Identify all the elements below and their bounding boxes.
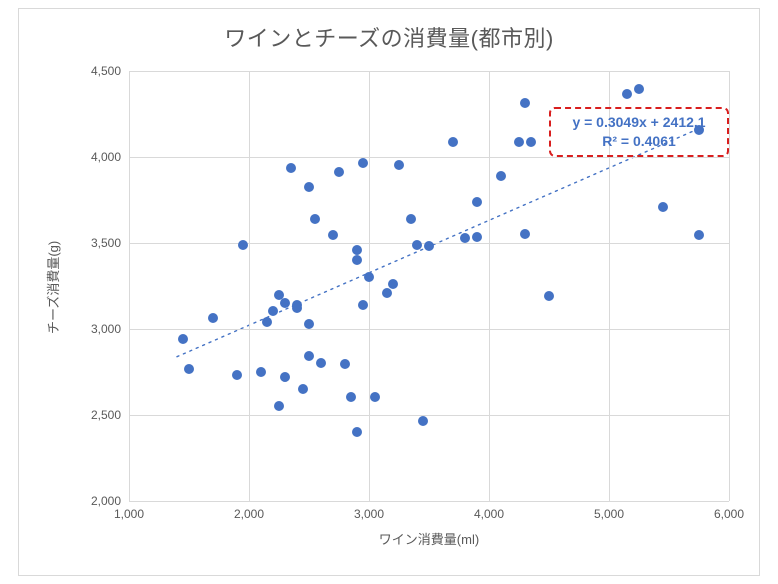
data-point [298,384,308,394]
data-point [286,163,296,173]
data-point [328,230,338,240]
gridline-vertical [369,71,370,501]
data-point [262,317,272,327]
data-point [496,171,506,181]
x-tick-label: 4,000 [459,507,519,521]
data-point [340,359,350,369]
data-point [418,416,428,426]
data-point [358,300,368,310]
x-tick-label: 2,000 [219,507,279,521]
y-tick-label: 4,000 [71,150,121,164]
equation-callout: y = 0.3049x + 2412.1 R² = 0.4061 [549,107,729,157]
data-point [304,319,314,329]
data-point [448,137,458,147]
gridline-horizontal [129,71,729,72]
y-tick-label: 4,500 [71,64,121,78]
x-tick-label: 1,000 [99,507,159,521]
data-point [292,300,302,310]
chart-container[interactable]: ワインとチーズの消費量(都市別) 2,000 2,500 3,000 3,500 4,0… [18,8,760,576]
data-point [364,272,374,282]
y-tick-label: 2,500 [71,408,121,422]
data-point [472,232,482,242]
gridline-horizontal [129,157,729,158]
gridline-horizontal [129,329,729,330]
data-point [694,230,704,240]
data-point [268,306,278,316]
data-point [520,98,530,108]
gridline-vertical [129,71,130,501]
y-tick-label: 2,000 [71,494,121,508]
data-point [424,241,434,251]
data-point [184,364,194,374]
data-point [274,401,284,411]
data-point [388,279,398,289]
data-point [304,182,314,192]
data-point [406,214,416,224]
data-point [382,288,392,298]
x-tick-label: 3,000 [339,507,399,521]
data-point [412,240,422,250]
data-point [352,245,362,255]
data-point [310,214,320,224]
gridline-vertical [249,71,250,501]
data-point [346,392,356,402]
equation-line2: R² = 0.4061 [602,133,676,149]
x-tick-label: 5,000 [579,507,639,521]
equation-line1: y = 0.3049x + 2412.1 [572,114,705,130]
data-point [520,229,530,239]
data-point [352,255,362,265]
data-point [352,427,362,437]
data-point [394,160,404,170]
y-tick-label: 3,500 [71,236,121,250]
x-tick-label: 6,000 [699,507,759,521]
data-point [178,334,188,344]
data-point [256,367,266,377]
data-point [238,240,248,250]
data-point [370,392,380,402]
y-axis-label: チーズ消費量(g) [43,241,62,334]
spreadsheet-background: ワインとチーズの消費量(都市別) 2,000 2,500 3,000 3,500 4,0… [0,0,778,584]
data-point [334,167,344,177]
gridline-horizontal [129,501,729,502]
data-point [280,372,290,382]
gridline-horizontal [129,415,729,416]
data-point [232,370,242,380]
data-point [544,291,554,301]
data-point [460,233,470,243]
data-point [526,137,536,147]
data-point [358,158,368,168]
data-point [208,313,218,323]
y-tick-label: 3,000 [71,322,121,336]
gridline-vertical [729,71,730,501]
data-point [658,202,668,212]
data-point [622,89,632,99]
data-point [316,358,326,368]
chart-title: ワインとチーズの消費量(都市別) [19,21,759,53]
gridline-vertical [489,71,490,501]
x-axis-label: ワイン消費量(ml) [129,529,729,548]
data-point [634,84,644,94]
data-point [472,197,482,207]
data-point [304,351,314,361]
data-point [280,298,290,308]
data-point [514,137,524,147]
